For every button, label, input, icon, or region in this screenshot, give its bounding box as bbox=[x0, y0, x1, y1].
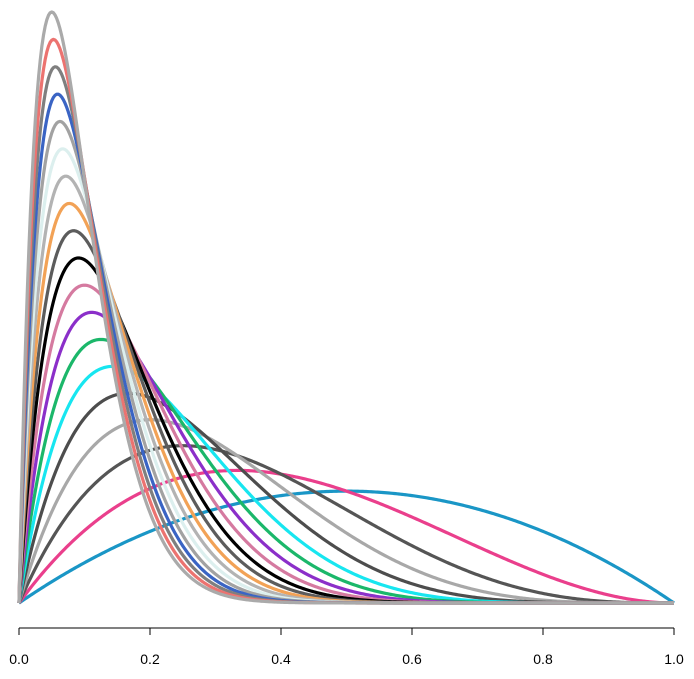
x-tick-label: 0.8 bbox=[533, 651, 553, 667]
curves-group bbox=[17, 10, 675, 605]
x-tick-label: 0.2 bbox=[140, 651, 160, 667]
x-tick-label: 0.4 bbox=[271, 651, 291, 667]
beta-curve-series-19 bbox=[17, 10, 674, 605]
beta-curve-series-16 bbox=[17, 92, 674, 605]
beta-curve-series-2 bbox=[17, 468, 675, 605]
x-ticks-group: 0.0 0.2 0.4 0.6 0.8 1.0 bbox=[9, 628, 684, 667]
x-tick-label: 1.0 bbox=[664, 651, 684, 667]
beta-curve-series-3 bbox=[17, 444, 674, 605]
beta-curve-series-6 bbox=[17, 364, 674, 605]
x-tick-label: 0.6 bbox=[402, 651, 422, 667]
x-axis: 0.0 0.2 0.4 0.6 0.8 1.0 bbox=[9, 627, 684, 667]
beta-curve-series-12 bbox=[17, 201, 674, 605]
x-tick-label: 0.0 bbox=[9, 651, 29, 667]
